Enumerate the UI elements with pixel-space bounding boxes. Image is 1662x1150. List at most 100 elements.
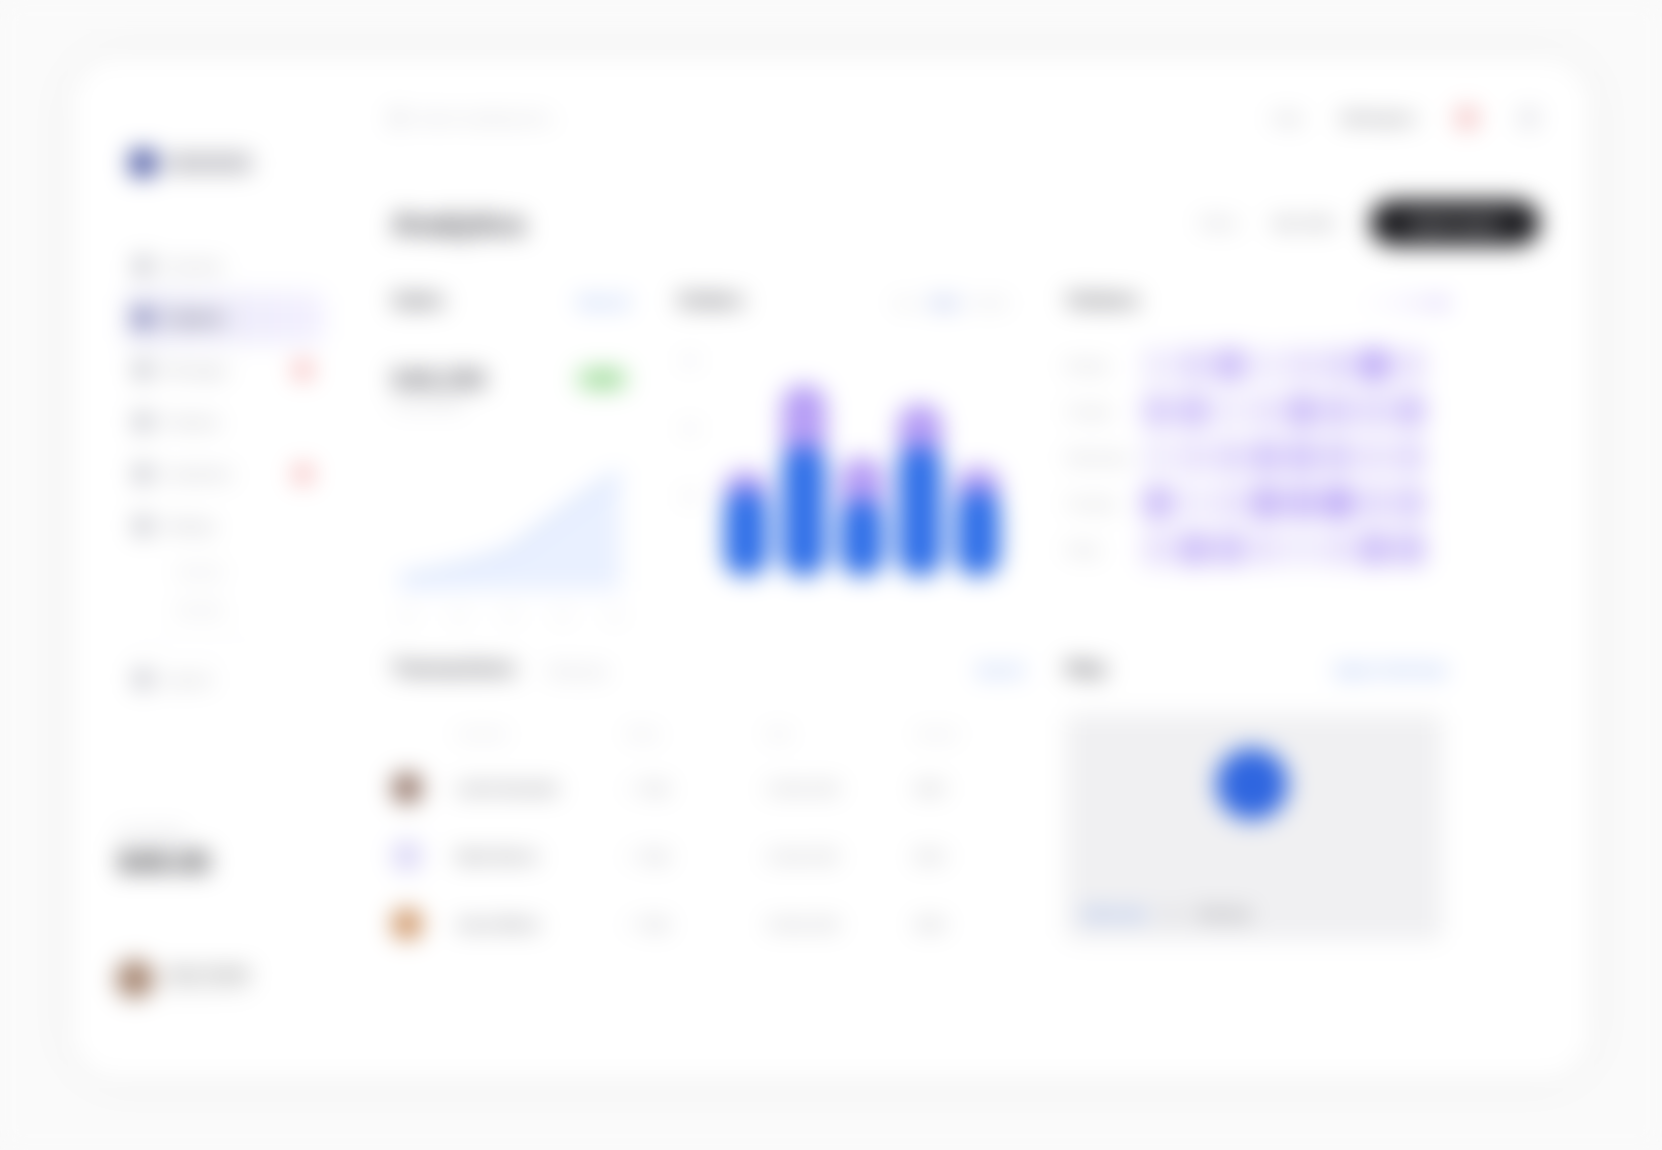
heatmap-cell[interactable]	[1286, 486, 1318, 520]
heatmap-cell[interactable]	[1142, 394, 1174, 428]
map-card: Map Open in full view Active users New R…	[1066, 658, 1446, 998]
legend-swatch	[1390, 300, 1402, 306]
notification-icon[interactable]	[1456, 107, 1478, 129]
help-button[interactable]: Help	[1272, 110, 1302, 126]
heatmap-cell[interactable]	[1358, 440, 1390, 474]
heatmap-cell[interactable]	[1250, 394, 1282, 428]
location-pin-icon[interactable]	[1216, 748, 1288, 820]
orders-title: Orders	[678, 290, 744, 312]
heatmap-cell[interactable]	[1358, 348, 1390, 382]
heatmap-cell[interactable]	[1394, 348, 1426, 382]
logout-label: Log out	[164, 671, 211, 687]
heatmap-cell[interactable]	[1286, 440, 1318, 474]
heatmap-cell[interactable]	[1286, 348, 1318, 382]
brand[interactable]: Logoipsum	[130, 150, 252, 176]
bar-completed[interactable]	[898, 446, 942, 576]
heatmap-cell[interactable]	[1394, 532, 1426, 566]
heatmap-cell[interactable]	[1322, 440, 1354, 474]
heatmap-cell[interactable]	[1142, 348, 1174, 382]
sidebar-item-messages[interactable]: Messages 3	[124, 344, 324, 396]
bar-completed[interactable]	[956, 490, 1000, 576]
topbar: Search anything here... Help Workspace	[390, 98, 1540, 138]
sales-view-all-link[interactable]: View all	[576, 294, 628, 310]
table-header[interactable]: Customer	[456, 727, 509, 741]
heatmap-cell[interactable]	[1250, 532, 1282, 566]
table-header	[392, 714, 456, 754]
avatar	[392, 841, 422, 871]
settings-icon[interactable]	[1518, 107, 1540, 129]
search-input[interactable]: Search anything here...	[390, 110, 561, 126]
table-row[interactable]: Jenny Wilson Paid 10 Mar 2024 $185	[392, 890, 1022, 958]
bar-completed[interactable]	[724, 490, 768, 576]
sidebar-item-analytics[interactable]: Analytics	[124, 292, 324, 344]
heatmap-cell[interactable]	[1394, 440, 1426, 474]
heatmap-cell[interactable]	[1214, 532, 1246, 566]
x-tick	[556, 614, 570, 618]
table-header[interactable]: Amount	[916, 727, 958, 741]
heatmap-cell[interactable]	[1214, 486, 1246, 520]
heatmap-cell[interactable]	[1250, 440, 1282, 474]
heatmap-cell[interactable]	[1142, 440, 1174, 474]
sidebar-item-overview[interactable]: Overview	[124, 240, 324, 292]
sales-change-badge: +12%	[576, 368, 628, 390]
user-profile[interactable]: Jane Cooper jane@mail.com	[116, 960, 251, 998]
segment-day[interactable]: Day	[894, 296, 916, 310]
heatmap-cell[interactable]	[1286, 532, 1318, 566]
heatmap-cell[interactable]	[1322, 394, 1354, 428]
heatmap-cell[interactable]	[1214, 348, 1246, 382]
sidebar-subitem[interactable]: Security	[176, 601, 223, 617]
sidebar-item-customers[interactable]: Customers 9	[124, 448, 324, 500]
sidebar-item-products[interactable]: Products	[124, 396, 324, 448]
filter-button[interactable]: Filters	[1199, 215, 1239, 231]
x-tick	[608, 614, 622, 618]
bar-completed[interactable]	[840, 499, 884, 576]
search-placeholder: Search anything here...	[416, 110, 561, 126]
map-open-link[interactable]: Open in full view	[1334, 662, 1446, 678]
heatmap-cell[interactable]	[1394, 394, 1426, 428]
heatmap-cell[interactable]	[1358, 532, 1390, 566]
avatar	[116, 960, 154, 998]
transactions-see-all-link[interactable]: See all	[977, 662, 1022, 678]
heatmap-cell[interactable]	[1358, 394, 1390, 428]
sidebar-subitem[interactable]: General	[176, 563, 223, 579]
heatmap-cell[interactable]	[1178, 532, 1210, 566]
sidebar-item-label: Products	[164, 414, 220, 430]
heatmap-cell[interactable]	[1142, 486, 1174, 520]
status-text: Paid	[642, 780, 669, 796]
bar-pending[interactable]	[782, 385, 826, 467]
workspace-button[interactable]: Workspace	[1341, 110, 1416, 126]
heatmap-cell[interactable]	[1394, 486, 1426, 520]
logout-button[interactable]: Log out	[124, 653, 324, 705]
segment-week[interactable]: Week	[929, 296, 961, 310]
heatmap-cell[interactable]	[1286, 394, 1318, 428]
refunds-tab[interactable]: Refunds	[548, 664, 608, 681]
heatmap-cell[interactable]	[1142, 532, 1174, 566]
heatmap-cell[interactable]	[1178, 440, 1210, 474]
heatmap-cell[interactable]	[1178, 486, 1210, 520]
home-icon	[134, 257, 152, 275]
table-row[interactable]: Leslie Alexander Paid 12 Mar 2024 $420	[392, 754, 1022, 822]
bar-completed[interactable]	[782, 446, 826, 576]
transactions-card: Transactions Refunds See all Customer St…	[392, 658, 1022, 998]
heatmap-cell[interactable]	[1178, 348, 1210, 382]
visitors-card: Visitors Monday Tuesday Wednesday Thursday F…	[1066, 290, 1446, 630]
sidebar-item-settings[interactable]: Settings	[124, 500, 324, 552]
heatmap-cell[interactable]	[1322, 532, 1354, 566]
heatmap-cell[interactable]	[1322, 486, 1354, 520]
segment-month[interactable]: Month	[974, 296, 1008, 310]
date-picker[interactable]: Mar 2024	[1274, 215, 1334, 231]
table-header[interactable]: Date	[766, 727, 792, 741]
sidebar-item-label: Overview	[164, 258, 223, 274]
export-button[interactable]: Export report	[1370, 200, 1540, 246]
heatmap-cell[interactable]	[1214, 394, 1246, 428]
heatmap-cell[interactable]	[1250, 348, 1282, 382]
heatmap-cell[interactable]	[1178, 394, 1210, 428]
heatmap-cell[interactable]	[1358, 486, 1390, 520]
heatmap-cell[interactable]	[1322, 348, 1354, 382]
table-header[interactable]: Status	[626, 727, 661, 741]
map-view[interactable]: Active users New Returning	[1066, 714, 1442, 940]
table-row[interactable]: Wade Warren Paid 11 Mar 2024 $210	[392, 822, 1022, 890]
heatmap-cell[interactable]	[1250, 486, 1282, 520]
transactions-tab[interactable]: Transactions	[392, 658, 516, 680]
heatmap-cell[interactable]	[1214, 440, 1246, 474]
